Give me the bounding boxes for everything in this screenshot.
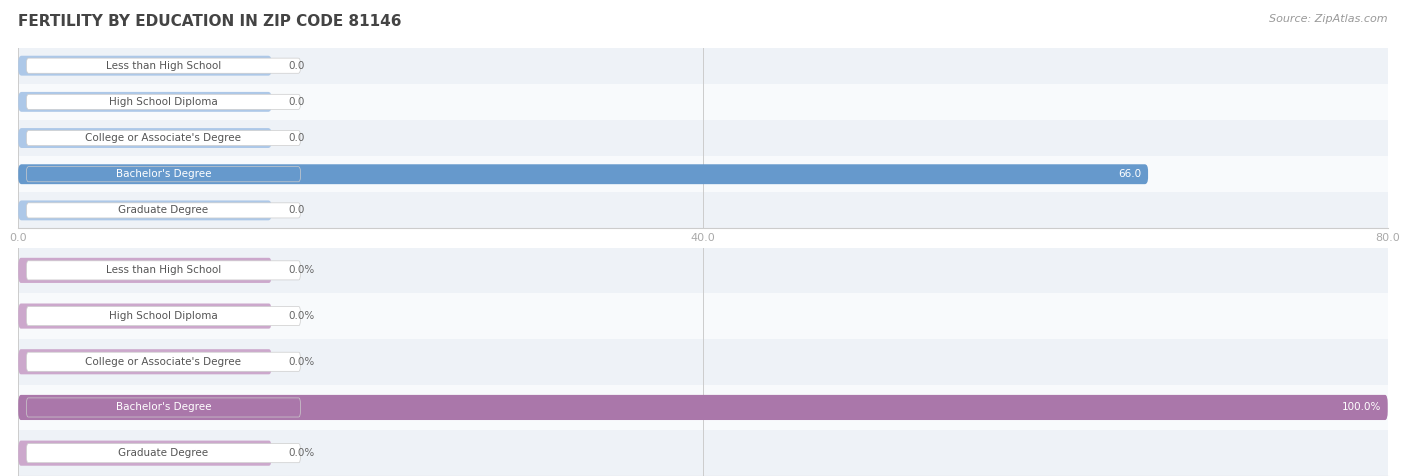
FancyBboxPatch shape xyxy=(18,304,271,328)
FancyBboxPatch shape xyxy=(27,307,301,326)
Text: College or Associate's Degree: College or Associate's Degree xyxy=(86,357,242,367)
Text: 0.0: 0.0 xyxy=(288,97,305,107)
FancyBboxPatch shape xyxy=(18,258,271,283)
Text: Graduate Degree: Graduate Degree xyxy=(118,205,208,216)
FancyBboxPatch shape xyxy=(27,130,301,146)
Bar xyxy=(18,192,1388,228)
Bar xyxy=(18,339,1388,385)
Text: Bachelor's Degree: Bachelor's Degree xyxy=(115,402,211,413)
Text: High School Diploma: High School Diploma xyxy=(110,97,218,107)
Text: 0.0: 0.0 xyxy=(288,205,305,216)
Text: 0.0%: 0.0% xyxy=(288,265,315,276)
FancyBboxPatch shape xyxy=(27,352,301,371)
Text: Less than High School: Less than High School xyxy=(105,60,221,71)
Text: High School Diploma: High School Diploma xyxy=(110,311,218,321)
FancyBboxPatch shape xyxy=(18,200,271,220)
Text: 0.0: 0.0 xyxy=(288,60,305,71)
Bar xyxy=(18,120,1388,156)
FancyBboxPatch shape xyxy=(18,128,271,148)
Text: 66.0: 66.0 xyxy=(1118,169,1142,179)
FancyBboxPatch shape xyxy=(27,261,301,280)
Text: Graduate Degree: Graduate Degree xyxy=(118,448,208,458)
FancyBboxPatch shape xyxy=(27,203,301,218)
FancyBboxPatch shape xyxy=(18,92,271,112)
Text: Bachelor's Degree: Bachelor's Degree xyxy=(115,169,211,179)
Bar xyxy=(18,430,1388,476)
Bar xyxy=(18,48,1388,84)
Text: College or Associate's Degree: College or Associate's Degree xyxy=(86,133,242,143)
Text: 0.0%: 0.0% xyxy=(288,448,315,458)
Text: 0.0%: 0.0% xyxy=(288,357,315,367)
FancyBboxPatch shape xyxy=(18,349,271,374)
FancyBboxPatch shape xyxy=(27,398,301,417)
Text: 0.0%: 0.0% xyxy=(288,311,315,321)
FancyBboxPatch shape xyxy=(18,395,1388,420)
Bar xyxy=(18,156,1388,192)
FancyBboxPatch shape xyxy=(27,444,301,463)
Bar xyxy=(18,84,1388,120)
FancyBboxPatch shape xyxy=(27,58,301,73)
FancyBboxPatch shape xyxy=(27,167,301,182)
Bar xyxy=(18,385,1388,430)
FancyBboxPatch shape xyxy=(27,94,301,109)
Text: FERTILITY BY EDUCATION IN ZIP CODE 81146: FERTILITY BY EDUCATION IN ZIP CODE 81146 xyxy=(18,14,402,30)
FancyBboxPatch shape xyxy=(18,164,1149,184)
Text: 0.0: 0.0 xyxy=(288,133,305,143)
Text: Less than High School: Less than High School xyxy=(105,265,221,276)
Text: Source: ZipAtlas.com: Source: ZipAtlas.com xyxy=(1270,14,1388,24)
Bar xyxy=(18,293,1388,339)
Bar xyxy=(18,248,1388,293)
Text: 100.0%: 100.0% xyxy=(1341,402,1381,413)
FancyBboxPatch shape xyxy=(18,56,271,76)
FancyBboxPatch shape xyxy=(18,441,271,466)
